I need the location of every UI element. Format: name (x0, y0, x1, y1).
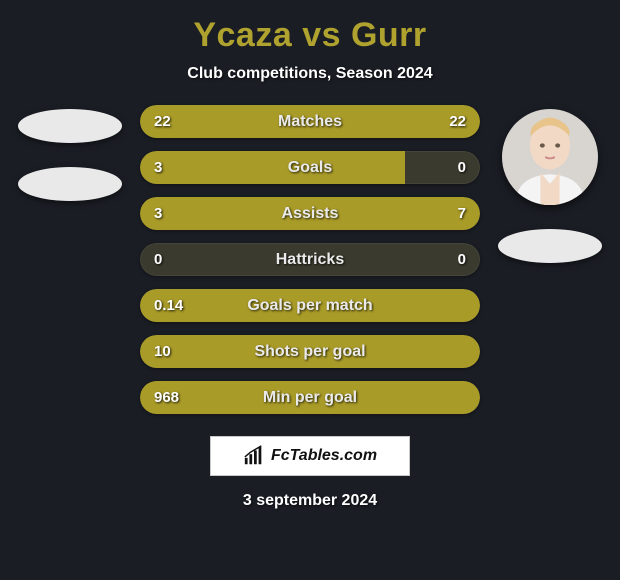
stat-row: Hattricks0 0 (140, 243, 480, 276)
stat-value-left: 0 (154, 243, 162, 276)
player-left-club-placeholder (18, 167, 122, 201)
stat-fill-left (140, 151, 405, 184)
stat-label: Hattricks (140, 243, 480, 276)
stat-row: Min per goal968 (140, 381, 480, 414)
stat-row: Goals per match0.14 (140, 289, 480, 322)
logo-text: FcTables.com (271, 447, 377, 465)
stat-row: Goals30 (140, 151, 480, 184)
stat-fill-right (310, 105, 480, 138)
snapshot-date: 3 september 2024 (0, 492, 620, 510)
stat-fill-right (242, 197, 480, 230)
stat-row: Matches2222 (140, 105, 480, 138)
stat-fill-full (140, 381, 480, 414)
player-left-column (18, 105, 122, 201)
stats-bars: Matches2222Goals30Assists37Hattricks00Go… (140, 105, 480, 414)
stat-fill-full (140, 289, 480, 322)
stat-fill-full (140, 335, 480, 368)
stat-row: Assists37 (140, 197, 480, 230)
comparison-card: Ycaza vs Gurr Club competitions, Season … (0, 0, 620, 580)
stat-row: Shots per goal10 (140, 335, 480, 368)
source-logo[interactable]: FcTables.com (210, 436, 410, 476)
main-area: Matches2222Goals30Assists37Hattricks00Go… (0, 105, 620, 414)
chart-icon (243, 445, 265, 467)
player-right-column (498, 105, 602, 263)
stat-fill-left (140, 105, 310, 138)
page-title: Ycaza vs Gurr (0, 16, 620, 55)
stat-value-right: 0 (458, 151, 466, 184)
player-right-avatar (502, 109, 598, 205)
stat-fill-left (140, 197, 242, 230)
stat-value-right: 0 (458, 243, 466, 276)
page-subtitle: Club competitions, Season 2024 (0, 65, 620, 83)
person-icon (502, 109, 598, 205)
player-left-avatar-placeholder (18, 109, 122, 143)
player-right-club-placeholder (498, 229, 602, 263)
